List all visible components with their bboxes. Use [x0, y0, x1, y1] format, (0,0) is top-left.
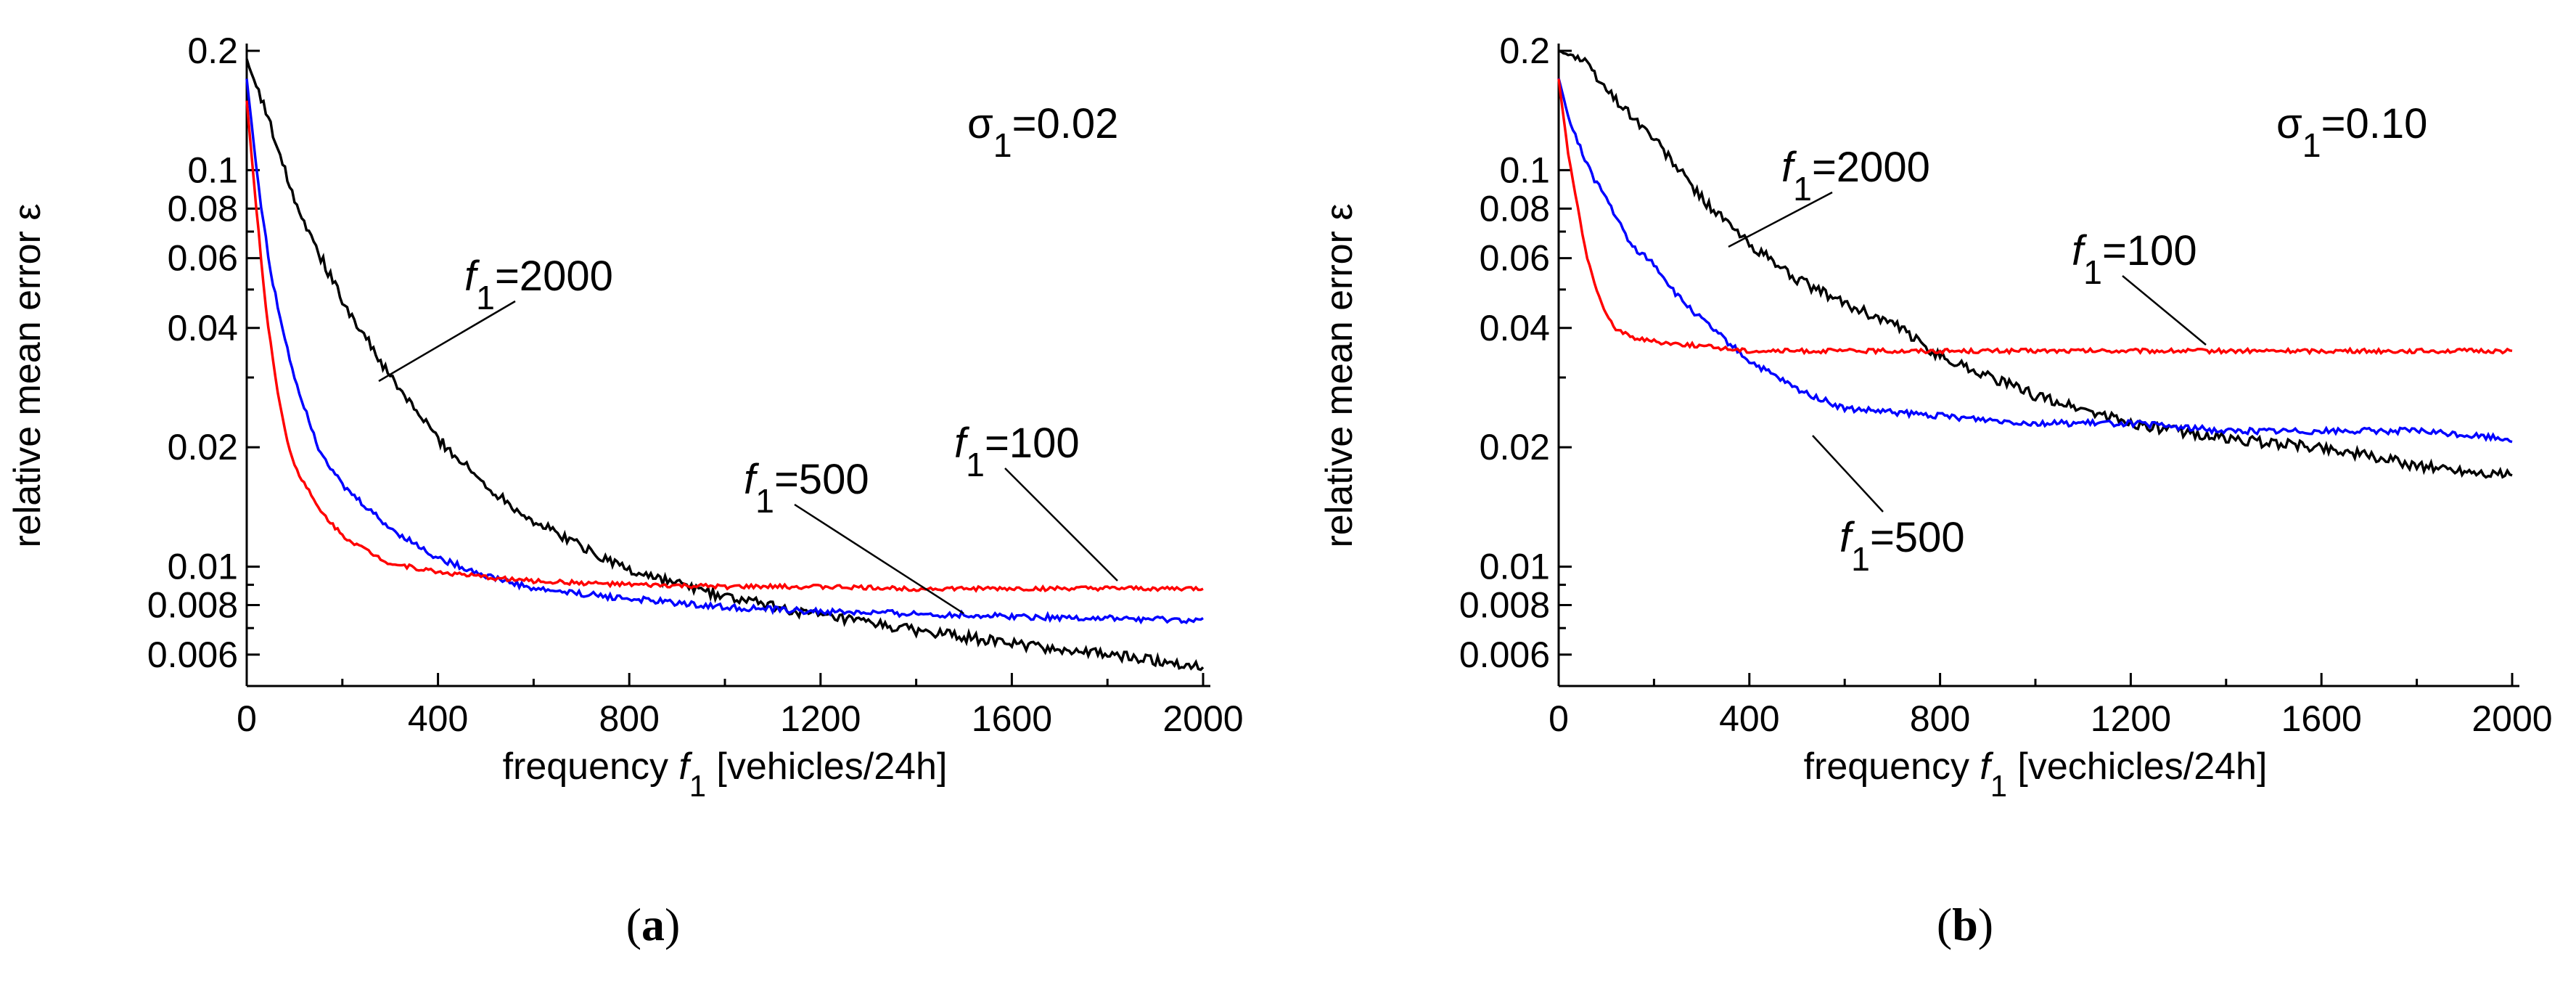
annotation-leader-line	[378, 300, 516, 383]
y-tick-label: 0.008	[147, 585, 238, 626]
y-tick-label: 0.01	[1480, 547, 1550, 587]
series-line-f1-100	[1557, 78, 2513, 356]
annotation-label: f1=2000	[1781, 144, 1930, 208]
y-tick-label: 0.2	[187, 30, 238, 71]
y-tick-label: 0.008	[1459, 585, 1550, 626]
x-tick-label: 2000	[2472, 698, 2552, 739]
y-tick-label: 0.1	[187, 150, 238, 190]
y-axis-label: relative mean error ε	[1318, 203, 1361, 547]
series-line-f1-2000	[1558, 49, 2513, 479]
sigma-label: σ1=0.02	[967, 100, 1118, 164]
x-tick-label: 800	[599, 698, 659, 739]
y-tick-label: 0.006	[1459, 634, 1550, 675]
chart-panel-a: 0 400 800 1200 1600 2000 0.2 0.10.08 0.06 0.04 0.0…	[7, 30, 1244, 950]
annotation-label: f1=500	[1839, 514, 1965, 578]
x-tick-label: 1600	[2281, 698, 2362, 739]
annotation-label: f1=100	[2072, 227, 2197, 291]
y-tick-label: 0.08	[1480, 188, 1550, 229]
chart-panel-b: 0 400 800 1200 1600 2000 0.2 0.10.08 0.06 0.04 0.0…	[1318, 30, 2553, 950]
sigma-label: σ1=0.10	[2276, 100, 2427, 164]
y-tick-label: 0.1	[1499, 150, 1550, 190]
annotation-label: f1=500	[744, 456, 869, 520]
panel-label: (a)	[626, 899, 681, 950]
y-tick-label: 0.06	[1480, 238, 1550, 279]
y-tick-label: 0.02	[168, 427, 238, 468]
x-tick-label: 0	[1549, 698, 1569, 739]
x-tick-label: 1200	[2091, 698, 2171, 739]
x-tick-label: 2000	[1162, 698, 1243, 739]
annotation-leader-line	[794, 503, 964, 615]
annotation-leader-line	[1812, 435, 1884, 513]
series-line-f1-500	[1557, 78, 2513, 444]
y-tick-label: 0.01	[168, 547, 238, 587]
y-tick-label: 0.04	[1480, 308, 1550, 348]
y-axis-label: relative mean error ε	[7, 203, 49, 547]
y-tick-label: 0.08	[168, 188, 238, 229]
annotation-leader-line	[1728, 191, 1833, 248]
x-tick-label: 400	[1719, 698, 1779, 739]
x-tick-label: 1200	[780, 698, 861, 739]
annotation-leader-line	[2122, 275, 2207, 346]
x-tick-label: 800	[1910, 698, 1970, 739]
annotation-label: f1=2000	[464, 253, 613, 317]
x-tick-label: 400	[408, 698, 468, 739]
series-line-f1-500	[245, 78, 1204, 625]
series-line-f1-100	[245, 100, 1204, 593]
y-tick-label: 0.2	[1499, 30, 1550, 71]
annotation-label: f1=100	[954, 420, 1080, 483]
y-tick-label: 0.02	[1480, 427, 1550, 468]
y-tick-label: 0.04	[168, 308, 238, 348]
x-axis-label: frequency f1 [vechicles/24h]	[1804, 746, 2268, 803]
panel-label: (b)	[1937, 899, 1993, 950]
x-tick-label: 1600	[972, 698, 1052, 739]
series-line-f1-2000	[245, 58, 1205, 671]
y-tick-label: 0.006	[147, 634, 238, 675]
annotation-leader-line	[1004, 468, 1118, 581]
y-tick-label: 0.06	[168, 238, 238, 279]
x-axis-label: frequency f1 [vehicles/24h]	[503, 746, 948, 803]
x-tick-label: 0	[237, 698, 257, 739]
